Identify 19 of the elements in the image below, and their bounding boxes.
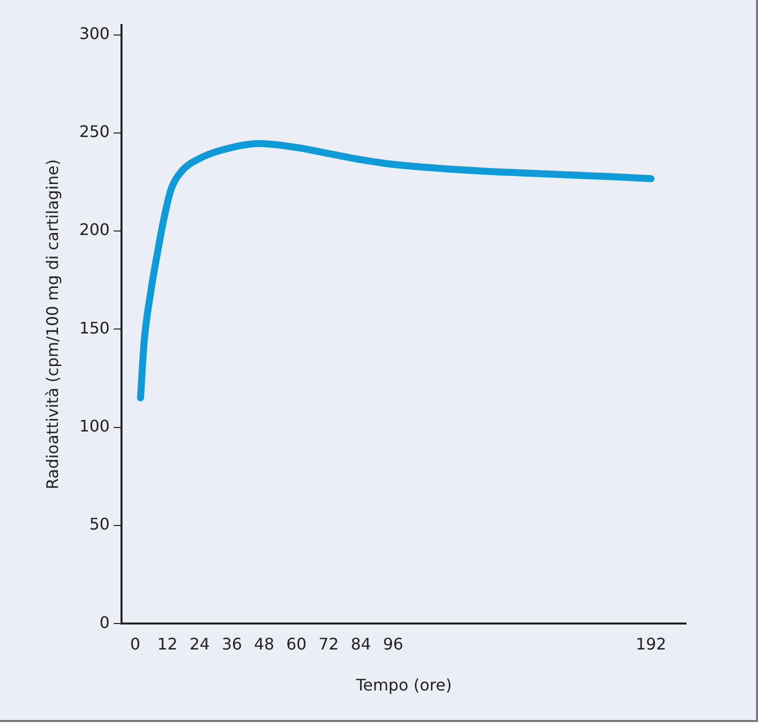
y-tick-label: 50: [89, 514, 110, 534]
x-tick-label: 96: [382, 634, 404, 654]
y-tick-label: 100: [79, 416, 110, 436]
y-tick-label: 200: [79, 220, 110, 240]
x-tick-label: 36: [222, 634, 242, 654]
x-axis-title: Tempo (ore): [354, 676, 452, 695]
x-tick-label: 48: [254, 634, 274, 654]
x-tick-label: 84: [350, 634, 372, 654]
x-tick-label: 192: [636, 634, 666, 654]
y-tick-label: 300: [79, 24, 110, 43]
y-tick-label: 150: [79, 318, 110, 338]
y-axis-title: Radioattività (cpm/100 mg di cartilagine): [42, 159, 62, 490]
x-tick-label: 60: [286, 634, 307, 654]
y-tick-label: 250: [79, 122, 110, 142]
x-tick-label: 72: [318, 634, 339, 654]
y-tick-label: 0: [100, 612, 110, 632]
x-tick-label: 24: [189, 634, 210, 654]
x-tick-label: 0: [130, 634, 140, 654]
x-tick-label: 12: [157, 634, 178, 654]
